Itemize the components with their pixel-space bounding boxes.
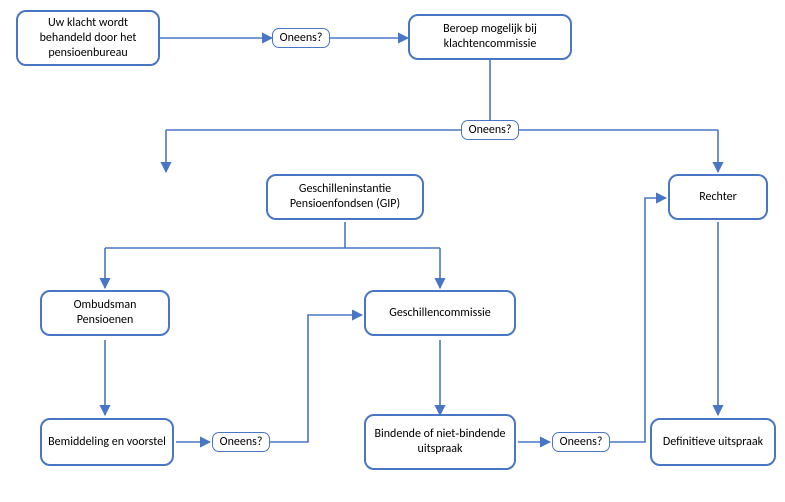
node-label: Bemiddeling en voorstel	[48, 435, 166, 450]
node-gip: Geschilleninstantie Pensioenfondsen (GIP…	[266, 174, 424, 220]
pill-label: Oneens?	[560, 435, 603, 450]
decision-oneens-2: Oneens?	[461, 120, 519, 140]
node-label: Uw klacht wordt behandeld door het pensi…	[24, 16, 152, 61]
node-rechter: Rechter	[668, 174, 768, 220]
node-klachtencommissie: Beroep mogelijk bij klachtencommissie	[408, 14, 572, 60]
node-label: Definitieve uitspraak	[663, 435, 763, 450]
pill-label: Oneens?	[280, 31, 323, 46]
node-definitieve-uitspraak: Definitieve uitspraak	[650, 418, 776, 466]
node-klacht-pensioenbureau: Uw klacht wordt behandeld door het pensi…	[16, 10, 160, 66]
node-label: Bindende of niet‑bindende uitspraak	[372, 427, 508, 457]
node-ombudsman: Ombudsman Pensioenen	[40, 290, 170, 336]
node-label: Geschilleninstantie Pensioenfondsen (GIP…	[274, 182, 416, 212]
node-geschillencommissie: Geschillencommissie	[364, 290, 516, 336]
node-label: Ombudsman Pensioenen	[48, 298, 162, 328]
decision-oneens-1: Oneens?	[272, 28, 330, 48]
flowchart-stage: Uw klacht wordt behandeld door het pensi…	[0, 0, 785, 502]
decision-oneens-3: Oneens?	[212, 432, 270, 452]
pill-label: Oneens?	[220, 435, 263, 450]
decision-oneens-4: Oneens?	[552, 432, 610, 452]
node-label: Geschillencommissie	[389, 306, 491, 321]
node-label: Rechter	[699, 190, 737, 205]
node-label: Beroep mogelijk bij klachtencommissie	[416, 22, 564, 52]
pill-label: Oneens?	[469, 123, 512, 138]
node-bindende-uitspraak: Bindende of niet‑bindende uitspraak	[364, 414, 516, 470]
node-bemiddeling-voorstel: Bemiddeling en voorstel	[40, 418, 174, 466]
